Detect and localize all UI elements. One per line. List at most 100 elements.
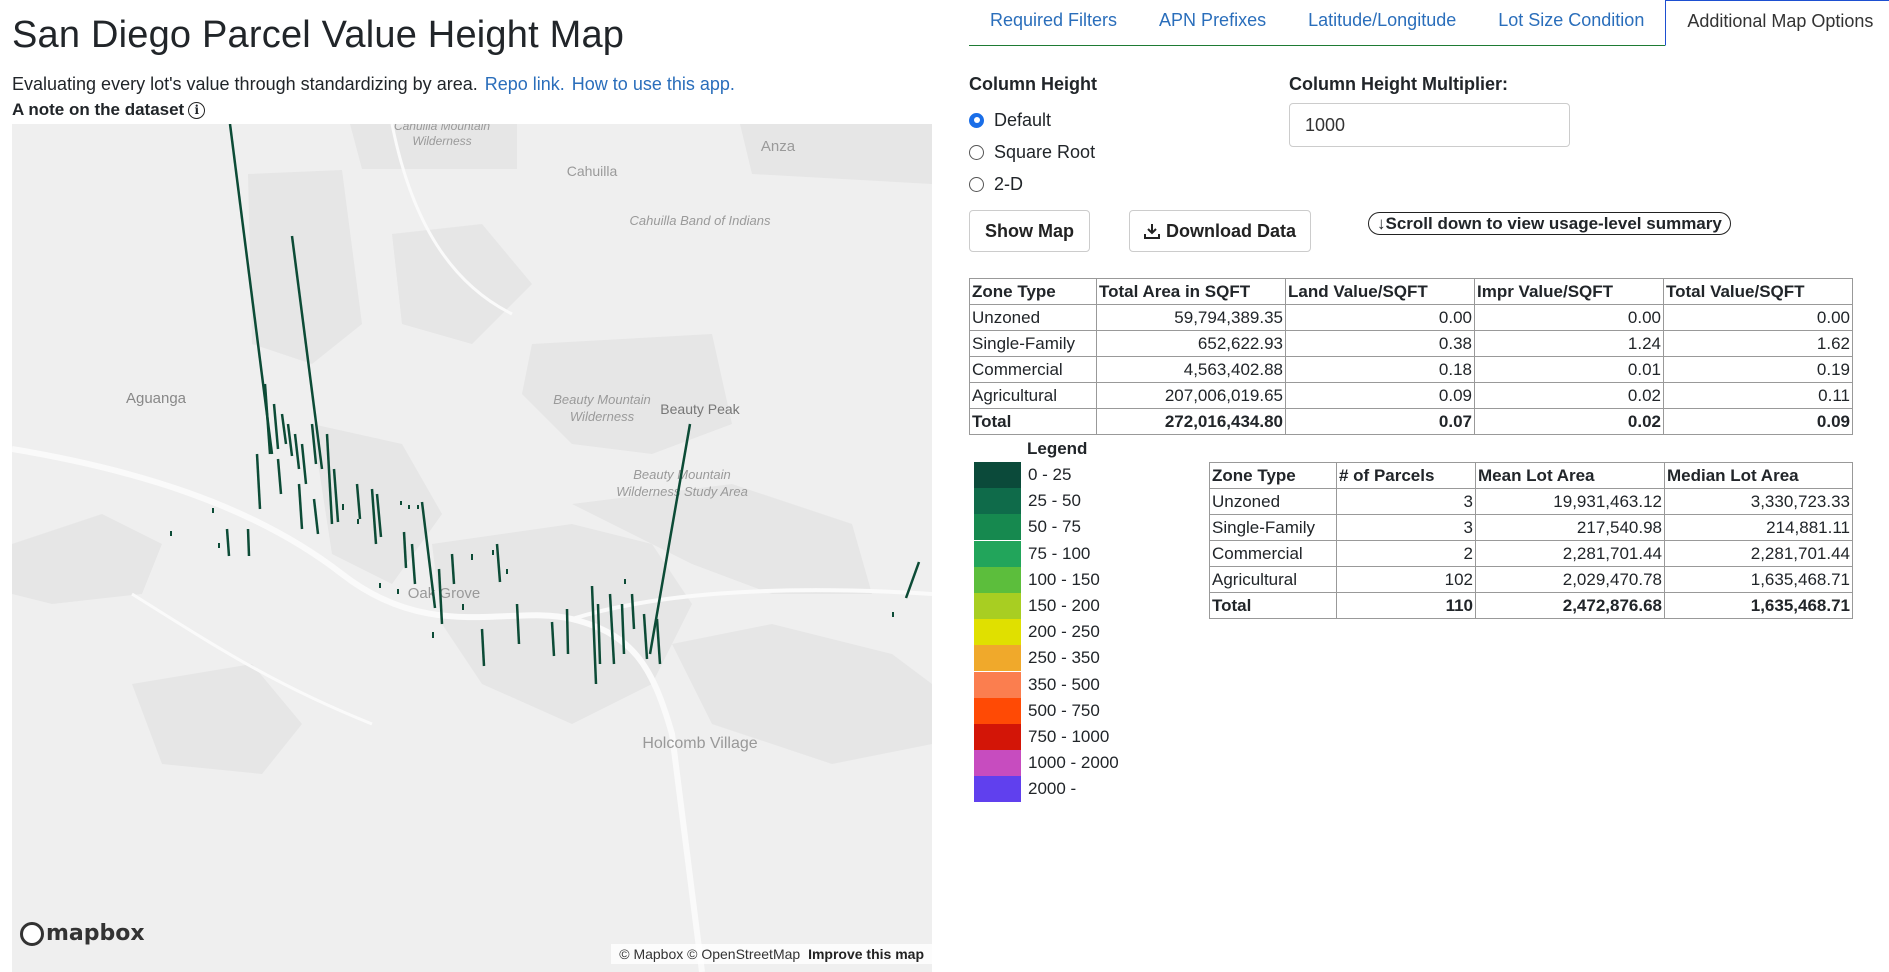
- tab-apn-prefixes[interactable]: APN Prefixes: [1159, 10, 1267, 30]
- show-map-button[interactable]: Show Map: [969, 210, 1090, 252]
- legend-swatch: [974, 462, 1021, 489]
- table-row: Single-Family 3 217,540.98 214,881.11: [1209, 514, 1853, 541]
- page-title: San Diego Parcel Value Height Map: [12, 14, 625, 56]
- download-data-label: Download Data: [1165, 220, 1296, 241]
- map-label-cahuilla: Cahuilla: [567, 163, 618, 179]
- legend-swatch: [974, 723, 1021, 750]
- legend-swatch: [974, 750, 1021, 777]
- legend-swatch: [974, 619, 1021, 646]
- legend-item: 0 - 25: [974, 462, 1119, 489]
- legend-swatch: [974, 697, 1021, 724]
- legend-swatch: [974, 488, 1021, 515]
- legend-item: 250 - 350: [974, 645, 1119, 672]
- radio-default[interactable]: Default: [969, 104, 1095, 136]
- repo-link[interactable]: Repo link.: [484, 74, 565, 94]
- legend-item: 350 - 500: [974, 671, 1119, 698]
- table-header: Zone Type: [969, 278, 1097, 305]
- legend-item: 2000 -: [974, 776, 1119, 803]
- small-parcels: [170, 501, 894, 638]
- map-label-beauty-mountain: Beauty Mountain: [553, 392, 651, 407]
- radio-default-label: Default: [994, 109, 1052, 130]
- map-attribution: © Mapbox © OpenStreetMap Improve this ma…: [611, 944, 932, 964]
- info-icon[interactable]: i: [188, 101, 206, 119]
- multiplier-title: Column Height Multiplier:: [1289, 74, 1508, 94]
- legend-item: 75 - 100: [974, 540, 1119, 567]
- radio-square-root-button[interactable]: [969, 144, 984, 160]
- column-height-title: Column Height: [969, 74, 1097, 94]
- column-height-radio-group: Default Square Root 2-D: [969, 104, 1095, 200]
- table-header: Land Value/SQFT: [1285, 278, 1475, 305]
- value-summary-table: Zone Type Total Area in SQFT Land Value/…: [969, 278, 1853, 435]
- map-label-wilderness-2: Wilderness: [570, 409, 635, 424]
- legend-item: 500 - 750: [974, 697, 1119, 724]
- radio-square-root[interactable]: Square Root: [969, 136, 1095, 168]
- radio-2d[interactable]: 2-D: [969, 168, 1095, 200]
- tab-latitude-longitude[interactable]: Latitude/Longitude: [1308, 10, 1457, 30]
- table-header-row: Zone Type # of Parcels Mean Lot Area Med…: [1209, 462, 1853, 489]
- legend-item: 25 - 50: [974, 488, 1119, 515]
- map-label-wilderness-study: Wilderness Study Area: [616, 484, 748, 499]
- legend-swatch: [974, 645, 1021, 672]
- table-header: Total Area in SQFT: [1096, 278, 1286, 305]
- table-row: Agricultural 207,006,019.65 0.09 0.02 0.…: [969, 382, 1853, 409]
- legend-item: 750 - 1000: [974, 723, 1119, 750]
- legend-swatch: [974, 540, 1021, 567]
- map-base: Cahuilla Mountain Wilderness Anza Cahuil…: [12, 124, 932, 972]
- download-icon: [1143, 224, 1160, 239]
- dataset-note-label: A note on the dataset: [12, 100, 185, 119]
- table-header: Total Value/SQFT: [1663, 278, 1853, 305]
- mapbox-logo-icon: [20, 921, 44, 946]
- attribution-text[interactable]: © Mapbox © OpenStreetMap: [619, 946, 801, 962]
- table-row: Single-Family 652,622.93 0.38 1.24 1.62: [969, 330, 1853, 357]
- table-header: Zone Type: [1209, 462, 1337, 489]
- map-label-aguanga: Aguanga: [126, 390, 187, 407]
- map-label-anza: Anza: [761, 138, 796, 155]
- map-label-beauty-peak: Beauty Peak: [660, 401, 740, 417]
- subtitle-text: Evaluating every lot's value through sta…: [12, 74, 478, 94]
- map-canvas[interactable]: Cahuilla Mountain Wilderness Anza Cahuil…: [12, 124, 932, 972]
- roads: [12, 124, 932, 972]
- legend-swatch: [974, 671, 1021, 698]
- filter-tabs: Required Filters APN Prefixes Latitude/L…: [969, 0, 1889, 46]
- map-label-oak-grove: Oak Grove: [408, 585, 481, 602]
- legend-item: 100 - 150: [974, 566, 1119, 593]
- table-total-row: Total 272,016,434.80 0.07 0.02 0.09: [969, 408, 1853, 435]
- dataset-note[interactable]: A note on the dataset i: [12, 100, 206, 120]
- legend: 0 - 25 25 - 50 50 - 75 75 - 100 100 - 15…: [974, 462, 1119, 803]
- legend-swatch: [974, 566, 1021, 593]
- download-data-button[interactable]: Download Data: [1129, 210, 1311, 252]
- table-row: Commercial 4,563,402.88 0.18 0.01 0.19: [969, 356, 1853, 383]
- table-row: Agricultural 102 2,029,470.78 1,635,468.…: [1209, 566, 1853, 593]
- radio-default-button[interactable]: [969, 112, 984, 128]
- map-label-wilderness-1: Wilderness: [412, 134, 471, 148]
- table-row: Commercial 2 2,281,701.44 2,281,701.44: [1209, 540, 1853, 567]
- table-header: Median Lot Area: [1664, 462, 1853, 489]
- legend-item: 200 - 250: [974, 619, 1119, 646]
- table-header: Impr Value/SQFT: [1474, 278, 1664, 305]
- page-subtitle: Evaluating every lot's value through sta…: [12, 74, 735, 95]
- scroll-hint[interactable]: ↓Scroll down to view usage-level summary: [1368, 212, 1731, 235]
- legend-title: Legend: [1027, 439, 1088, 458]
- legend-item: 50 - 75: [974, 514, 1119, 541]
- table-row: Unzoned 59,794,389.35 0.00 0.00 0.00: [969, 304, 1853, 331]
- table-total-row: Total 110 2,472,876.68 1,635,468.71: [1209, 592, 1853, 619]
- tab-lot-size-condition[interactable]: Lot Size Condition: [1498, 10, 1645, 30]
- radio-2d-label: 2-D: [994, 173, 1024, 194]
- tab-required-filters[interactable]: Required Filters: [990, 10, 1118, 30]
- legend-swatch: [974, 514, 1021, 541]
- mapbox-logo[interactable]: mapbox: [20, 921, 145, 946]
- table-header-row: Zone Type Total Area in SQFT Land Value/…: [969, 278, 1853, 305]
- legend-item: 150 - 200: [974, 593, 1119, 620]
- legend-swatch: [974, 593, 1021, 620]
- value-columns: [225, 124, 921, 685]
- radio-square-root-label: Square Root: [994, 141, 1096, 162]
- table-header: # of Parcels: [1336, 462, 1476, 489]
- parcel-summary-table: Zone Type # of Parcels Mean Lot Area Med…: [1209, 462, 1853, 619]
- map-label-cahuilla-mountain: Cahuilla Mountain: [394, 124, 490, 133]
- improve-map-link[interactable]: Improve this map: [808, 946, 924, 962]
- how-to-link[interactable]: How to use this app.: [571, 74, 735, 94]
- map-labels: Cahuilla Mountain Wilderness Anza Cahuil…: [126, 124, 796, 752]
- tab-additional-map-options[interactable]: Additional Map Options: [1665, 0, 1889, 46]
- multiplier-input[interactable]: [1289, 103, 1570, 147]
- radio-2d-button[interactable]: [969, 176, 984, 192]
